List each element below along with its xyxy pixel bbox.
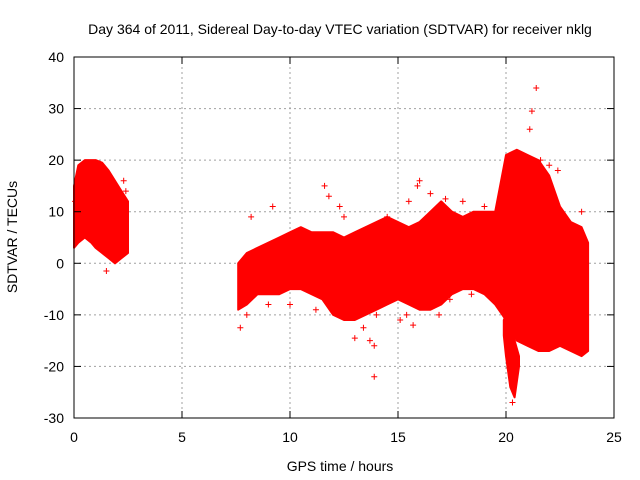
x-tick-label: 10 — [282, 429, 298, 445]
data-points — [72, 84, 590, 406]
data-point — [265, 301, 272, 308]
x-tick-label: 5 — [178, 429, 186, 445]
data-point — [416, 177, 423, 184]
data-point — [578, 208, 585, 215]
y-axis-label: SDTVAR / TECUs — [4, 181, 20, 293]
x-tick-label: 25 — [606, 429, 622, 445]
data-point — [371, 342, 378, 349]
data-point — [554, 167, 561, 174]
data-point — [373, 311, 380, 318]
chart-title: Day 364 of 2011, Sidereal Day-to-day VTE… — [88, 21, 592, 37]
data-point — [120, 177, 127, 184]
data-point — [537, 157, 544, 164]
data-point — [103, 268, 110, 275]
data-point — [442, 195, 449, 202]
y-tick-label: 20 — [48, 152, 64, 168]
data-point — [336, 203, 343, 210]
data-point — [384, 213, 391, 220]
data-point — [269, 203, 276, 210]
data-point — [436, 311, 443, 318]
data-point — [321, 182, 328, 189]
data-point — [248, 213, 255, 220]
data-point — [526, 126, 533, 133]
plot-frame — [73, 56, 615, 419]
data-point — [397, 317, 404, 324]
data-point — [410, 322, 417, 329]
data-point — [569, 224, 576, 231]
data-point — [546, 162, 553, 169]
data-point — [468, 291, 475, 298]
data-band — [502, 313, 520, 399]
data-point — [347, 311, 354, 318]
data-point — [243, 311, 250, 318]
y-tick-label: -20 — [44, 358, 64, 374]
data-point — [582, 342, 589, 349]
data-point — [360, 324, 367, 331]
data-point — [427, 190, 434, 197]
data-band — [73, 159, 129, 265]
data-point — [509, 399, 516, 406]
y-tick-label: 30 — [48, 101, 64, 117]
x-tick-label: 20 — [498, 429, 514, 445]
data-point — [459, 198, 466, 205]
y-tick-label: -30 — [44, 410, 64, 426]
x-axis-label: GPS time / hours — [287, 458, 394, 474]
data-point — [414, 182, 421, 189]
y-tick-label: 40 — [48, 49, 64, 65]
data-point — [72, 198, 79, 205]
axis-ticks: 0 5 10 15 20 25 -30 -20 -10 0 10 20 30 40 — [44, 49, 622, 445]
data-point — [405, 198, 412, 205]
data-point — [481, 203, 488, 210]
data-point — [122, 188, 129, 195]
x-tick-label: 0 — [70, 429, 78, 445]
data-point — [351, 335, 358, 342]
data-point — [371, 373, 378, 380]
data-point — [287, 301, 293, 308]
data-point — [559, 244, 566, 251]
data-point — [237, 324, 244, 331]
data-point — [528, 108, 535, 115]
y-tick-label: 10 — [48, 204, 64, 220]
data-point — [325, 193, 332, 200]
data-point — [446, 296, 453, 303]
data-point — [563, 255, 570, 262]
data-point — [403, 311, 410, 318]
data-point — [366, 337, 373, 344]
data-point — [341, 213, 347, 220]
x-tick-label: 15 — [390, 429, 406, 445]
data-point — [500, 208, 507, 215]
data-point — [312, 306, 319, 313]
data-point — [533, 84, 540, 91]
y-tick-label: 0 — [56, 255, 64, 271]
data-point — [261, 249, 268, 256]
data-band — [237, 148, 590, 358]
data-point — [492, 296, 499, 303]
data-point — [332, 306, 339, 313]
y-tick-label: -10 — [44, 307, 64, 323]
